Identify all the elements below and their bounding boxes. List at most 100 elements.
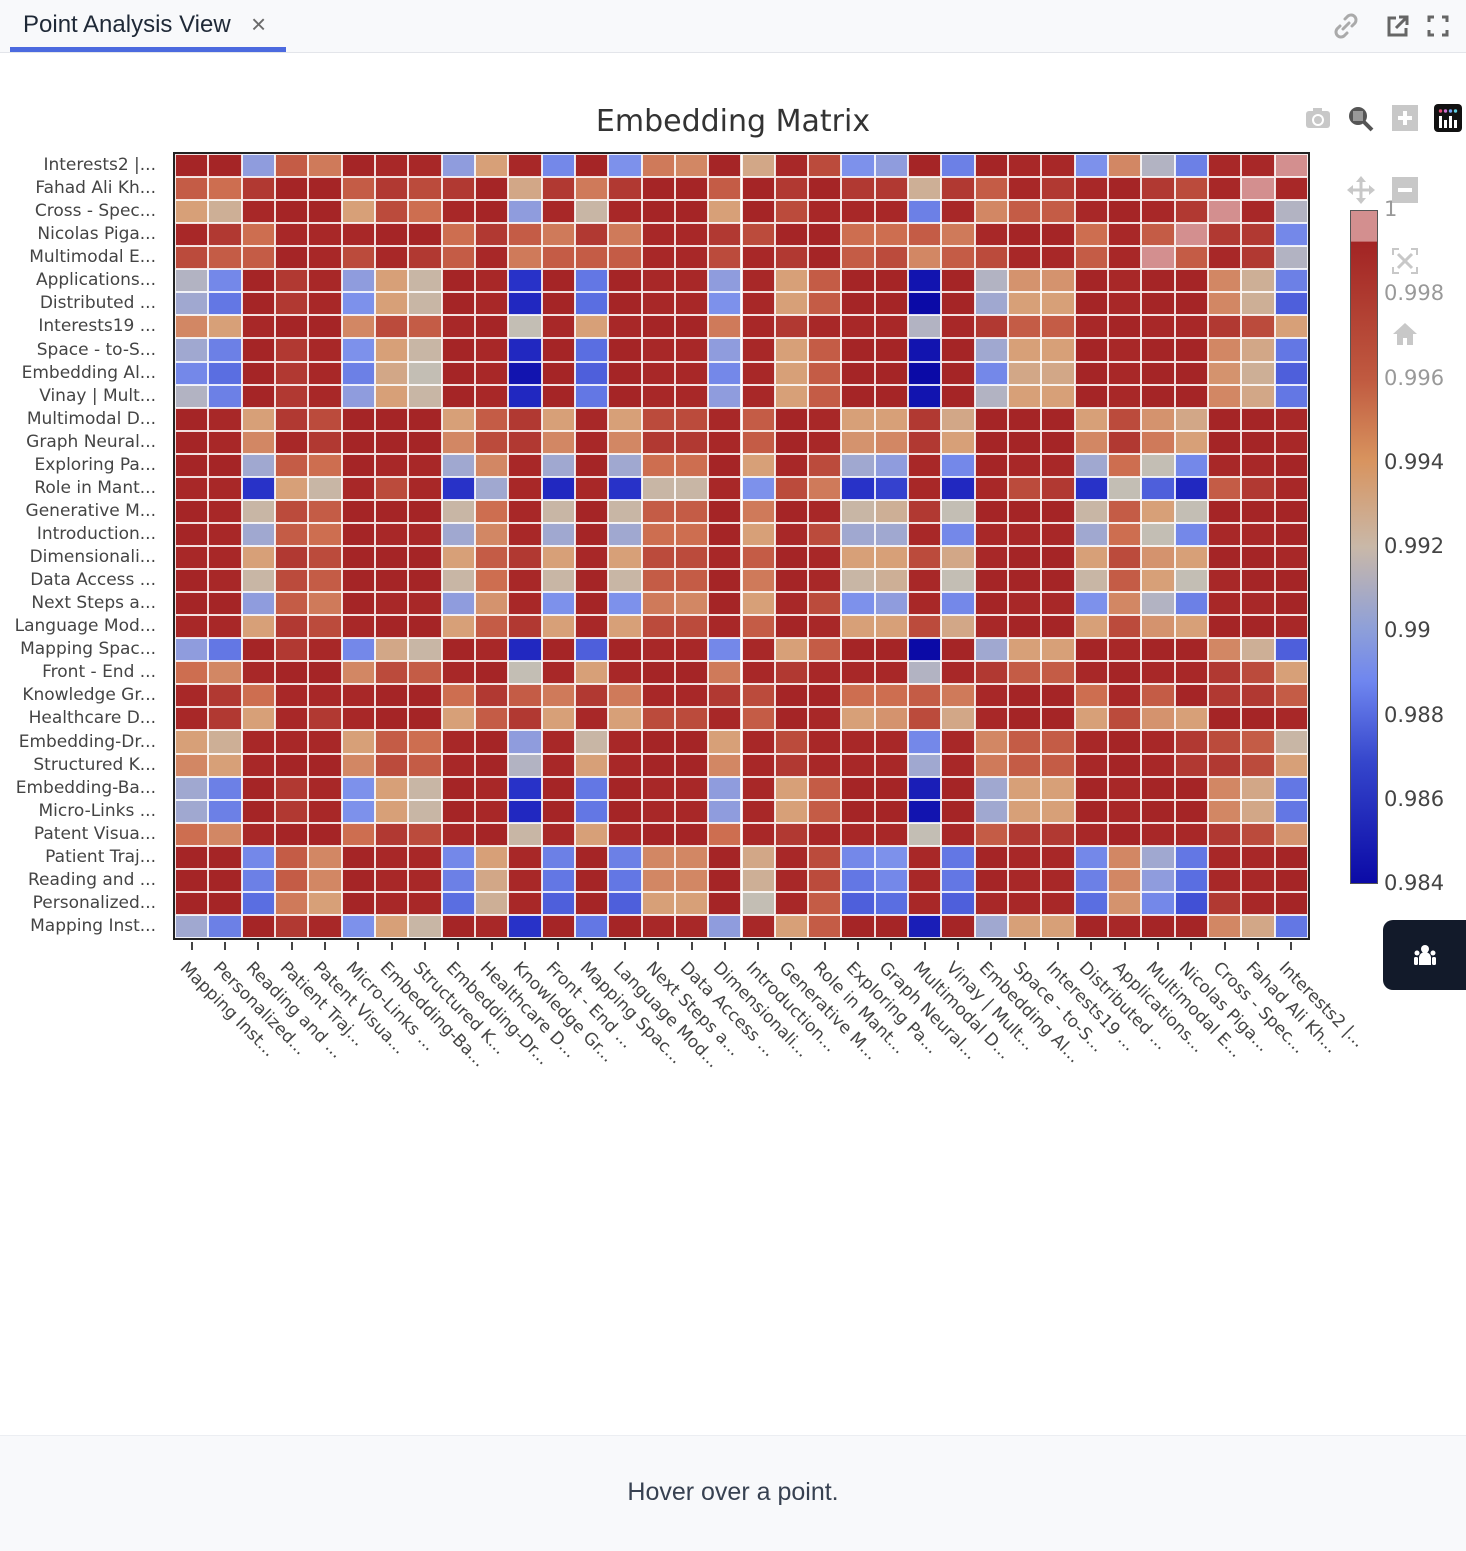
heatmap-cell[interactable] bbox=[741, 546, 775, 570]
heatmap-cell[interactable] bbox=[1074, 407, 1109, 431]
heatmap-cell[interactable] bbox=[741, 522, 775, 546]
heatmap-cell[interactable] bbox=[274, 246, 309, 270]
heatmap-cell[interactable] bbox=[1074, 223, 1109, 247]
heatmap-cell[interactable] bbox=[874, 615, 909, 639]
heatmap-cell[interactable] bbox=[208, 269, 242, 293]
heatmap-cell[interactable] bbox=[274, 407, 309, 431]
heatmap-cell[interactable] bbox=[1141, 684, 1175, 708]
heatmap-cell[interactable] bbox=[1274, 684, 1308, 708]
heatmap-cell[interactable] bbox=[308, 407, 342, 431]
heatmap-cell[interactable] bbox=[308, 522, 342, 546]
heatmap-cell[interactable] bbox=[708, 315, 742, 339]
heatmap-cell[interactable] bbox=[441, 384, 475, 408]
heatmap-cell[interactable] bbox=[1074, 269, 1109, 293]
heatmap-cell[interactable] bbox=[241, 615, 275, 639]
heatmap-cell[interactable] bbox=[608, 315, 642, 339]
heatmap-cell[interactable] bbox=[208, 361, 242, 385]
heatmap-cell[interactable] bbox=[974, 914, 1009, 938]
heatmap-cell[interactable] bbox=[941, 592, 975, 616]
heatmap-cell[interactable] bbox=[841, 407, 875, 431]
heatmap-cell[interactable] bbox=[641, 799, 675, 823]
heatmap-cell[interactable] bbox=[1208, 868, 1242, 892]
heatmap-cell[interactable] bbox=[708, 269, 742, 293]
heatmap-cell[interactable] bbox=[741, 384, 775, 408]
heatmap-cell[interactable] bbox=[1241, 384, 1275, 408]
heatmap-cell[interactable] bbox=[374, 822, 409, 846]
heatmap-cell[interactable] bbox=[441, 154, 475, 178]
heatmap-cell[interactable] bbox=[1008, 684, 1042, 708]
heatmap-cell[interactable] bbox=[641, 845, 675, 869]
heatmap-cell[interactable] bbox=[874, 707, 909, 731]
heatmap-cell[interactable] bbox=[674, 868, 709, 892]
heatmap-cell[interactable] bbox=[1274, 453, 1308, 477]
heatmap-cell[interactable] bbox=[441, 453, 475, 477]
heatmap-cell[interactable] bbox=[1141, 223, 1175, 247]
heatmap-cell[interactable] bbox=[341, 569, 375, 593]
heatmap-cell[interactable] bbox=[1208, 592, 1242, 616]
heatmap-cell[interactable] bbox=[608, 384, 642, 408]
heatmap-cell[interactable] bbox=[1141, 799, 1175, 823]
heatmap-cell[interactable] bbox=[241, 476, 275, 500]
heatmap-cell[interactable] bbox=[874, 269, 909, 293]
heatmap-cell[interactable] bbox=[1041, 269, 1075, 293]
heatmap-cell[interactable] bbox=[908, 361, 942, 385]
heatmap-cell[interactable] bbox=[374, 546, 409, 570]
heatmap-cell[interactable] bbox=[708, 891, 742, 915]
heatmap-cell[interactable] bbox=[474, 338, 509, 362]
heatmap-cell[interactable] bbox=[474, 269, 509, 293]
heatmap-cell[interactable] bbox=[541, 638, 575, 662]
heatmap-cell[interactable] bbox=[941, 154, 975, 178]
heatmap-cell[interactable] bbox=[541, 476, 575, 500]
heatmap-cell[interactable] bbox=[841, 845, 875, 869]
heatmap-cell[interactable] bbox=[741, 154, 775, 178]
heatmap-cell[interactable] bbox=[341, 476, 375, 500]
heatmap-cell[interactable] bbox=[708, 546, 742, 570]
heatmap-cell[interactable] bbox=[1074, 707, 1109, 731]
heatmap-cell[interactable] bbox=[1141, 661, 1175, 685]
heatmap-cell[interactable] bbox=[274, 453, 309, 477]
heatmap-cell[interactable] bbox=[308, 615, 342, 639]
heatmap-cell[interactable] bbox=[374, 407, 409, 431]
heatmap-cell[interactable] bbox=[674, 592, 709, 616]
heatmap-cell[interactable] bbox=[341, 246, 375, 270]
heatmap-cell[interactable] bbox=[308, 638, 342, 662]
heatmap-cell[interactable] bbox=[808, 499, 842, 523]
heatmap-cell[interactable] bbox=[808, 361, 842, 385]
heatmap-cell[interactable] bbox=[175, 522, 209, 546]
heatmap-cell[interactable] bbox=[974, 546, 1009, 570]
heatmap-cell[interactable] bbox=[308, 246, 342, 270]
heatmap-cell[interactable] bbox=[308, 569, 342, 593]
heatmap-cell[interactable] bbox=[908, 753, 942, 777]
heatmap-cell[interactable] bbox=[541, 914, 575, 938]
heatmap-cell[interactable] bbox=[241, 361, 275, 385]
heatmap-cell[interactable] bbox=[608, 684, 642, 708]
heatmap-cell[interactable] bbox=[374, 661, 409, 685]
heatmap-cell[interactable] bbox=[808, 546, 842, 570]
heatmap-cell[interactable] bbox=[908, 661, 942, 685]
heatmap-cell[interactable] bbox=[541, 200, 575, 224]
heatmap-cell[interactable] bbox=[808, 246, 842, 270]
heatmap-cell[interactable] bbox=[974, 753, 1009, 777]
heatmap-cell[interactable] bbox=[1074, 592, 1109, 616]
heatmap-cell[interactable] bbox=[674, 476, 709, 500]
heatmap-cell[interactable] bbox=[1241, 845, 1275, 869]
heatmap-cell[interactable] bbox=[1074, 453, 1109, 477]
heatmap-cell[interactable] bbox=[1041, 799, 1075, 823]
heatmap-cell[interactable] bbox=[374, 891, 409, 915]
heatmap-cell[interactable] bbox=[241, 407, 275, 431]
heatmap-cell[interactable] bbox=[974, 845, 1009, 869]
heatmap-cell[interactable] bbox=[1208, 315, 1242, 339]
heatmap-cell[interactable] bbox=[941, 638, 975, 662]
heatmap-cell[interactable] bbox=[1174, 499, 1209, 523]
heatmap-cell[interactable] bbox=[608, 868, 642, 892]
zoom-out-icon[interactable] bbox=[1390, 175, 1420, 205]
heatmap-cell[interactable] bbox=[1041, 914, 1075, 938]
heatmap-cell[interactable] bbox=[674, 361, 709, 385]
heatmap-cell[interactable] bbox=[808, 707, 842, 731]
heatmap-cell[interactable] bbox=[974, 592, 1009, 616]
fullscreen-icon[interactable] bbox=[1422, 10, 1454, 42]
heatmap-cell[interactable] bbox=[741, 707, 775, 731]
heatmap-cell[interactable] bbox=[1008, 384, 1042, 408]
heatmap-cell[interactable] bbox=[1041, 638, 1075, 662]
heatmap-cell[interactable] bbox=[874, 246, 909, 270]
